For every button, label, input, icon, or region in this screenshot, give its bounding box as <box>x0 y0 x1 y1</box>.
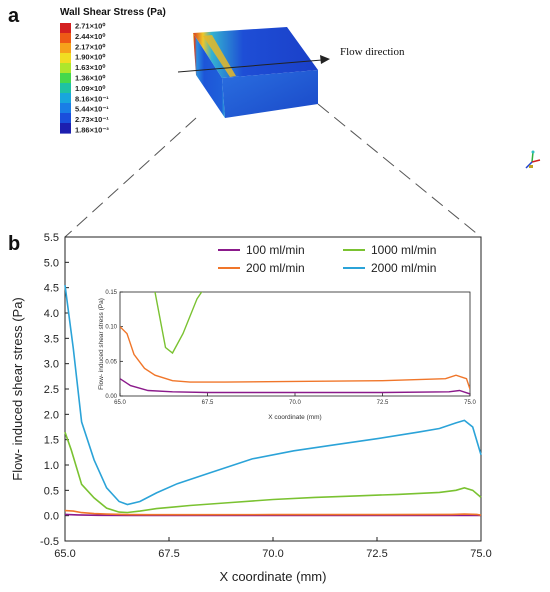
colorbar-tick-label: 1.90×10⁰ <box>75 53 106 62</box>
y-tick-label: 1.0 <box>44 460 59 472</box>
colorbar-swatch <box>60 113 71 124</box>
series-line-1000-ml-min <box>64 431 482 514</box>
inset-series-line-200-ml-min <box>120 326 470 390</box>
inset-y-tick-label: 0.05 <box>105 359 117 365</box>
zoom-connector-lines <box>64 103 482 238</box>
y-tick-label: 4.0 <box>44 308 59 320</box>
legend-entry: 100 ml/min <box>246 243 305 257</box>
inset-series-lines <box>120 0 470 395</box>
y-tick-label: 2.0 <box>44 409 59 421</box>
legend-entry: 1000 ml/min <box>371 243 436 257</box>
chamber-side-face <box>222 70 318 118</box>
flow-direction-label: Flow direction <box>340 46 405 58</box>
series-line-200-ml-min <box>64 509 482 516</box>
colorbar-tick-label: 5.44×10⁻¹ <box>75 105 109 114</box>
panel-b-label: b <box>8 233 20 255</box>
inset-series-line-100-ml-min <box>120 378 470 395</box>
inset-y-tick-label: 0.10 <box>105 325 117 331</box>
inset-y-tick-label: 0.00 <box>105 394 117 400</box>
colorbar-tick-label: 2.17×10⁰ <box>75 42 106 51</box>
y-tick-label: 5.0 <box>44 257 59 269</box>
colorbar-swatch <box>60 33 71 44</box>
y-tick-label: 0.0 <box>44 511 59 523</box>
x-tick-label: 65.0 <box>54 548 75 560</box>
series-line-2000-ml-min <box>64 284 482 506</box>
main-x-axis-label: X coordinate (mm) <box>220 569 327 584</box>
colorbar-swatch <box>60 73 71 84</box>
colorbar-tick-label: 1.36×10⁰ <box>75 74 106 83</box>
y-tick-label: 5.5 <box>44 232 59 244</box>
colorbar-swatch <box>60 93 71 104</box>
legend-entry: 200 ml/min <box>246 261 305 275</box>
colorbar-swatch <box>60 123 71 134</box>
colorbar-swatch <box>60 83 71 94</box>
colorbar-swatch <box>60 43 71 54</box>
y-tick-label: 0.5 <box>44 485 59 497</box>
chamber-front-face <box>193 33 225 118</box>
inset-x-tick-label: 75.0 <box>464 400 476 406</box>
y-tick-label: 4.5 <box>44 283 59 295</box>
colorbar-swatch <box>60 53 71 64</box>
inset-x-axis-label: X coordinate (mm) <box>268 414 321 421</box>
legend: 100 ml/min 1000 ml/min 200 ml/min 2000 ml/m… <box>218 243 436 275</box>
colorbar-tick-label: 8.16×10⁻¹ <box>75 94 109 103</box>
inset-x-tick-label: 65.0 <box>114 400 126 406</box>
x-tick-label: 70.0 <box>262 548 283 560</box>
colorbar-swatch <box>60 63 71 74</box>
x-tick-label: 67.5 <box>158 548 179 560</box>
colorbar-tick-label: 1.63×10⁰ <box>75 63 106 72</box>
inset-y-tick-label: 0.15 <box>105 290 117 296</box>
colorbar-tick-label: 1.09×10⁰ <box>75 84 106 93</box>
y-tick-label: 2.5 <box>44 384 59 396</box>
inset-ticks: 0.00 0.05 0.10 0.15 65.0 67.5 70.0 72.5 75.0 <box>105 290 476 406</box>
chamber-stripe <box>203 35 236 77</box>
x-tick-label: 72.5 <box>366 548 387 560</box>
y-tick-label: 1.5 <box>44 435 59 447</box>
main-y-axis-label: Flow- induced shear stress (Pa) <box>10 297 25 481</box>
legend-entry: 2000 ml/min <box>371 261 436 275</box>
main-y-ticks: -0.5 0.0 0.5 1.0 1.5 2.0 2.5 3.0 3.5 4.0 4.5 5.0 5.5 <box>40 232 69 548</box>
axis-triad-icon <box>525 150 541 169</box>
y-tick-label: 3.5 <box>44 333 59 345</box>
colorbar-title: Wall Shear Stress (Pa) <box>60 7 166 18</box>
inset-x-tick-label: 67.5 <box>202 400 214 406</box>
y-tick-label: -0.5 <box>40 536 59 548</box>
colorbar-tick-label: 2.71×10⁰ <box>75 22 106 31</box>
colorbar-tick-label: 1.86×10⁻³ <box>75 126 109 135</box>
flow-arrow <box>177 55 330 73</box>
x-tick-label: 75.0 <box>470 548 491 560</box>
colorbar-swatch <box>60 23 71 34</box>
main-series-lines <box>64 284 482 517</box>
main-x-ticks: 65.0 67.5 70.0 72.5 75.0 <box>54 537 492 560</box>
inset-y-axis-label: Flow- induced shear stress (Pa) <box>98 298 105 390</box>
panel-a-label: a <box>8 5 20 27</box>
inset-plot-frame <box>119 291 471 397</box>
flow-chamber-3d <box>193 27 318 118</box>
colorbar-tick-label: 2.73×10⁻¹ <box>75 115 109 124</box>
y-tick-label: 3.0 <box>44 359 59 371</box>
colorbar-swatch <box>60 103 71 114</box>
inset-x-tick-label: 70.0 <box>289 400 301 406</box>
inset-series-line-2000-ml-min <box>120 0 470 244</box>
colorbar-tick-label: 2.44×10⁰ <box>75 32 106 41</box>
inset-x-tick-label: 72.5 <box>377 400 389 406</box>
